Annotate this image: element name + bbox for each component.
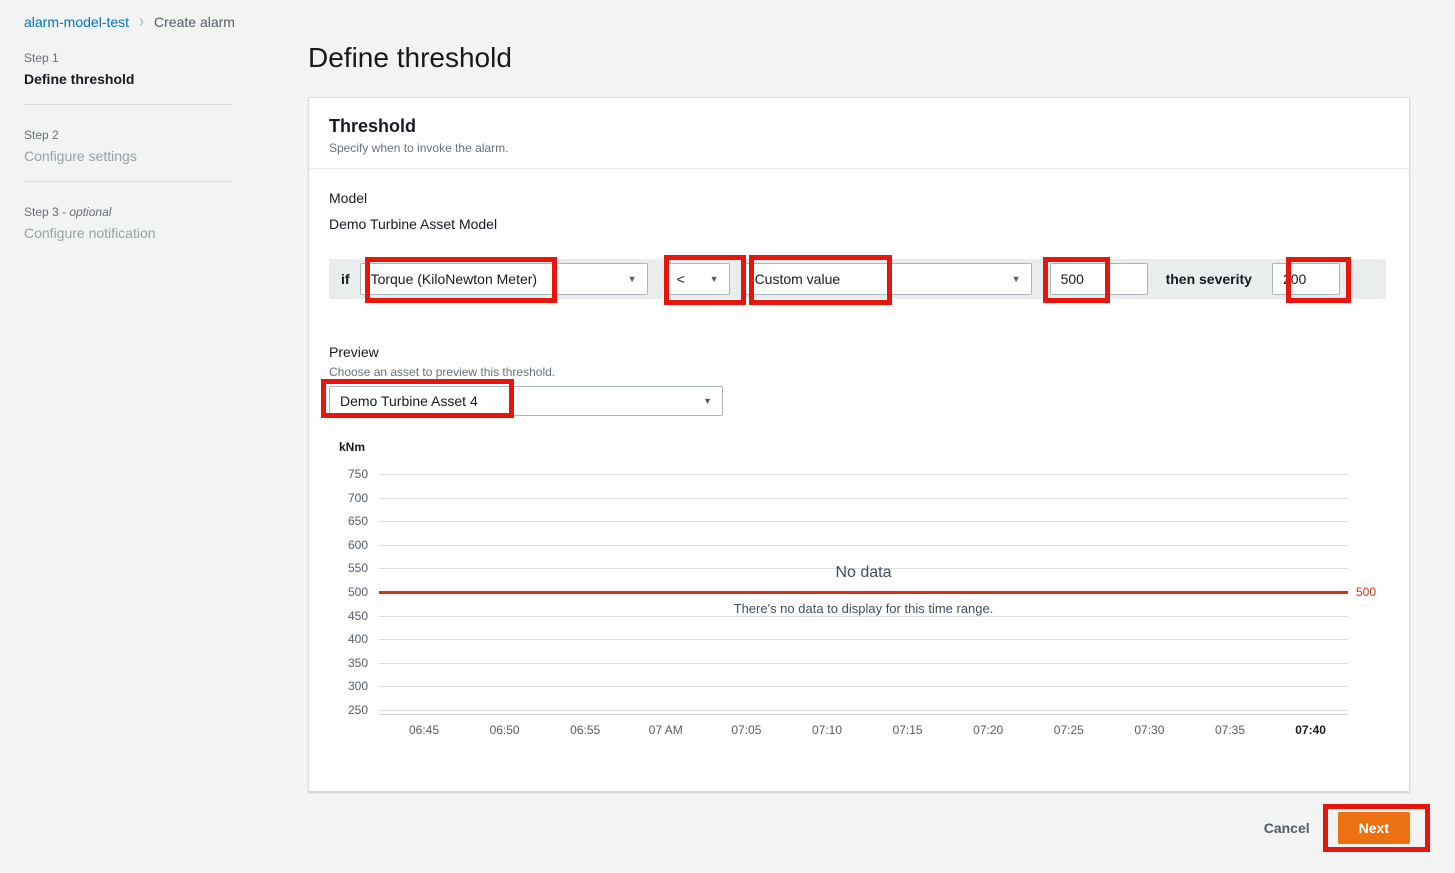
threshold-line-label: 500 bbox=[1356, 585, 1377, 599]
y-axis-tick-label: 750 bbox=[347, 467, 368, 481]
x-axis-tick-label: 07 AM bbox=[648, 723, 683, 737]
step-3-label: Step 3 - optional bbox=[24, 204, 232, 220]
main-content: Define threshold Threshold Specify when … bbox=[308, 40, 1410, 844]
gridline bbox=[379, 544, 1348, 546]
x-axis-tick-label: 06:55 bbox=[570, 723, 601, 737]
preview-chart: kNm No data There's no data to display f… bbox=[329, 438, 1391, 743]
breadcrumb: alarm-model-test › Create alarm bbox=[24, 11, 235, 32]
gridline bbox=[379, 662, 1348, 664]
preview-description: Choose an asset to preview this threshol… bbox=[329, 365, 556, 379]
value-type-select[interactable]: Custom value ▼ bbox=[743, 263, 1032, 295]
preview-label: Preview bbox=[329, 344, 379, 360]
operator-select[interactable]: < ▼ bbox=[665, 263, 730, 295]
gridline bbox=[379, 686, 1348, 688]
y-axis-tick-label: 400 bbox=[347, 632, 368, 647]
y-axis-tick-label: 250 bbox=[347, 703, 368, 717]
step-2-label: Step 2 bbox=[24, 128, 59, 142]
y-axis-tick-label: 500 bbox=[347, 585, 368, 599]
gridline bbox=[379, 710, 1348, 711]
preview-asset-select[interactable]: Demo Turbine Asset 4 ▼ bbox=[329, 386, 723, 416]
chart-empty-title: No data bbox=[835, 564, 892, 581]
step-2-title[interactable]: Configure settings bbox=[24, 148, 137, 164]
chart-empty-message: There's no data to display for this time… bbox=[733, 601, 994, 616]
threshold-rule-row: if Torque (KiloNewton Meter) ▼ < ▼ Custo… bbox=[329, 259, 1386, 299]
y-axis-tick-label: 650 bbox=[347, 514, 368, 529]
threshold-card-description: Specify when to invoke the alarm. bbox=[329, 141, 509, 155]
caret-down-icon: ▼ bbox=[627, 274, 637, 284]
x-axis-tick-label: 07:10 bbox=[811, 723, 843, 737]
severity-input[interactable] bbox=[1271, 263, 1340, 295]
operator-select-value: < bbox=[676, 271, 685, 287]
breadcrumb-link-alarm-model[interactable]: alarm-model-test bbox=[24, 13, 130, 30]
caret-down-icon: ▼ bbox=[703, 396, 712, 406]
chart-unit-label: kNm bbox=[339, 440, 366, 454]
x-axis-tick-label: 06:50 bbox=[489, 723, 520, 737]
step-1-title: Define threshold bbox=[24, 71, 135, 87]
if-label: if bbox=[341, 271, 350, 287]
y-axis-tick-label: 350 bbox=[347, 655, 368, 670]
x-axis-tick-label: 07:35 bbox=[1214, 723, 1246, 737]
property-select-value: Torque (KiloNewton Meter) bbox=[370, 271, 538, 287]
gridline bbox=[379, 474, 1348, 475]
wizard-step-3: Step 3 - optional Configure notification bbox=[24, 181, 232, 258]
x-axis-tick-label: 07:25 bbox=[1053, 723, 1084, 737]
y-axis-tick-label: 600 bbox=[347, 537, 368, 552]
x-axis-line bbox=[379, 714, 1348, 715]
threshold-card-title: Threshold bbox=[329, 116, 417, 136]
threshold-card-body: Model Demo Turbine Asset Model if Torque… bbox=[309, 169, 1409, 763]
step-3-title[interactable]: Configure notification bbox=[24, 225, 156, 241]
threshold-card: Threshold Specify when to invoke the ala… bbox=[308, 97, 1410, 792]
x-axis-tick-label: 06:45 bbox=[408, 723, 440, 737]
x-axis-tick-label: 07:40 bbox=[1295, 723, 1326, 737]
model-value: Demo Turbine Asset Model bbox=[329, 216, 498, 232]
gridline bbox=[379, 497, 1348, 499]
step-1-label: Step 1 bbox=[24, 51, 59, 65]
then-severity-label: then severity bbox=[1165, 271, 1252, 287]
threshold-card-header: Threshold Specify when to invoke the ala… bbox=[309, 98, 1409, 169]
gridline bbox=[379, 568, 1348, 570]
x-axis-tick-label: 07:30 bbox=[1134, 723, 1165, 737]
gridline bbox=[379, 521, 1348, 523]
step-3-optional-suffix: - optional bbox=[62, 205, 112, 219]
y-axis-tick-label: 450 bbox=[347, 608, 368, 623]
caret-down-icon: ▼ bbox=[1011, 274, 1021, 284]
property-select[interactable]: Torque (KiloNewton Meter) ▼ bbox=[359, 263, 648, 295]
threshold-line bbox=[379, 591, 1348, 594]
x-axis-tick-label: 07:15 bbox=[892, 723, 923, 737]
step-3-label-text: Step 3 bbox=[24, 205, 59, 219]
gridline bbox=[379, 615, 1348, 617]
chevron-right-icon: › bbox=[139, 11, 145, 32]
gridline bbox=[379, 639, 1348, 641]
page-title: Define threshold bbox=[308, 42, 512, 73]
wizard-step-2: Step 2 Configure settings bbox=[24, 104, 232, 181]
breadcrumb-current-page: Create alarm bbox=[154, 13, 235, 30]
y-axis-tick-label: 700 bbox=[347, 490, 368, 505]
x-axis-tick-label: 07:20 bbox=[973, 723, 1004, 737]
y-axis-tick-label: 300 bbox=[347, 679, 368, 694]
x-axis-tick-label: 07:05 bbox=[731, 723, 762, 737]
wizard-steps-sidebar: Step 1 Define threshold Step 2 Configure… bbox=[24, 50, 232, 258]
threshold-value-input[interactable] bbox=[1049, 263, 1148, 295]
preview-section: Preview Choose an asset to preview this … bbox=[329, 343, 1389, 416]
cancel-button[interactable]: Cancel bbox=[1263, 820, 1310, 836]
caret-down-icon: ▼ bbox=[709, 274, 719, 284]
y-axis-tick-label: 550 bbox=[347, 561, 368, 576]
next-button[interactable]: Next bbox=[1337, 812, 1410, 844]
value-type-select-value: Custom value bbox=[754, 271, 841, 287]
wizard-step-1: Step 1 Define threshold bbox=[24, 50, 232, 104]
preview-asset-select-value: Demo Turbine Asset 4 bbox=[340, 393, 478, 409]
wizard-footer-actions: Cancel Next bbox=[308, 812, 1410, 844]
model-label: Model bbox=[329, 190, 368, 206]
